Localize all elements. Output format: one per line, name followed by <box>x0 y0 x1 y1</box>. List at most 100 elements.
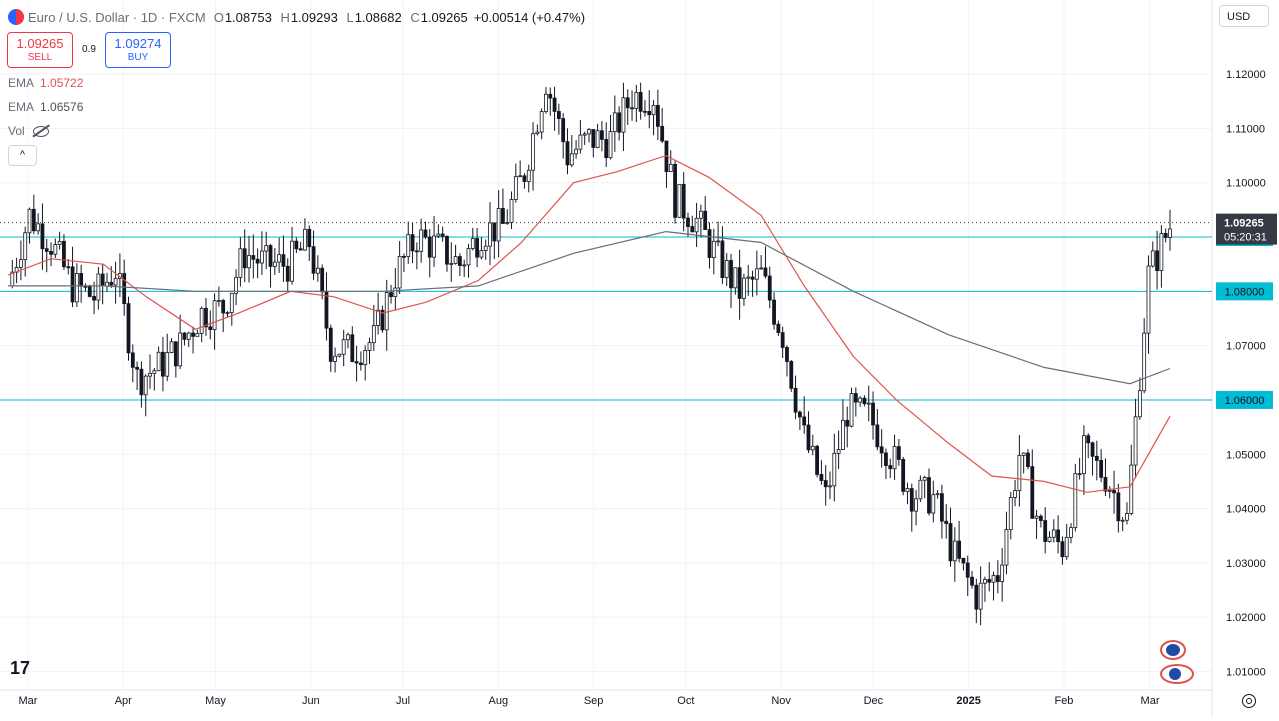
candle-body <box>711 240 716 259</box>
candle-body <box>1090 442 1095 457</box>
candle-body <box>823 480 828 488</box>
candle-body <box>1034 515 1039 519</box>
candle-body <box>1056 529 1061 543</box>
candle-body <box>221 300 226 314</box>
candle-body <box>70 266 75 303</box>
candle-body <box>772 299 776 325</box>
candle-body <box>961 557 966 564</box>
x-tick-label: Jun <box>302 695 320 707</box>
candle-body <box>74 273 79 303</box>
candle-body <box>729 260 733 289</box>
ema-fast-value: 1.05722 <box>40 76 84 90</box>
candle-body <box>582 133 587 136</box>
symbol-title[interactable]: Euro / U.S. Dollar · 1D · FXCM <box>28 9 206 25</box>
settings-gear-icon[interactable] <box>1242 694 1256 708</box>
candle-body <box>225 312 230 315</box>
candle-body <box>255 258 260 264</box>
candle-body <box>57 240 62 246</box>
candle-body <box>535 131 540 135</box>
candle-body <box>148 372 152 377</box>
level-price-label: 1.08000 <box>1225 286 1265 298</box>
candle-body <box>328 327 333 362</box>
x-tick-label: Jul <box>396 695 410 707</box>
candle-body <box>1021 452 1026 456</box>
candle-body <box>40 223 45 250</box>
candle-body <box>453 256 458 264</box>
candle-body <box>918 479 923 500</box>
candle-body <box>544 93 548 112</box>
volume-legend[interactable]: Vol <box>8 124 49 138</box>
candle-body <box>234 276 238 294</box>
currency-select[interactable]: USD <box>1219 5 1269 27</box>
candle-body <box>212 300 217 330</box>
y-tick-label: 1.07000 <box>1226 341 1266 353</box>
candle-body <box>1086 435 1091 444</box>
candle-body <box>122 273 127 305</box>
buy-button[interactable]: 1.09274 BUY <box>105 32 171 68</box>
change-value: +0.00514 (+0.47%) <box>473 9 586 25</box>
hidden-eye-icon[interactable] <box>32 126 49 138</box>
candle-body <box>436 233 441 237</box>
candle-body <box>272 261 277 267</box>
candle-body <box>307 228 312 248</box>
candle-body <box>531 133 535 171</box>
low-label: L <box>346 9 354 25</box>
candle-body <box>651 104 656 116</box>
y-tick-label: 1.02000 <box>1226 612 1266 624</box>
candle-body <box>501 208 505 224</box>
candle-body <box>406 234 411 257</box>
candle-body <box>354 361 359 364</box>
candle-body <box>905 488 910 492</box>
tradingview-logo-icon[interactable]: 17 <box>10 658 31 678</box>
y-tick-label: 1.03000 <box>1226 558 1266 570</box>
candle-body <box>548 93 553 99</box>
candle-body <box>483 245 488 251</box>
candle-body <box>815 445 819 475</box>
candle-body <box>832 452 837 487</box>
candle-body <box>49 251 53 255</box>
candle-body <box>690 226 695 233</box>
candle-body <box>457 256 462 266</box>
candle-body <box>96 273 101 301</box>
candle-body <box>1004 529 1009 566</box>
candle-body <box>703 210 708 231</box>
sell-button[interactable]: 1.09265 SELL <box>7 32 73 68</box>
candle-body <box>130 352 135 368</box>
candle-body <box>595 130 600 148</box>
candle-body <box>337 353 342 357</box>
candle-body <box>1107 489 1112 492</box>
ema-slow-legend[interactable]: EMA 1.06576 <box>8 100 83 114</box>
y-tick-label: 1.05000 <box>1226 449 1266 461</box>
candle-body <box>199 307 204 334</box>
candle-body <box>290 240 294 282</box>
last-price-label: 1.09265 <box>1224 218 1264 230</box>
candle-body <box>767 275 772 301</box>
candle-body <box>935 493 940 496</box>
candle-body <box>681 183 686 219</box>
candle-body <box>518 175 523 178</box>
candle-body <box>750 276 755 280</box>
candle-body <box>561 118 566 143</box>
candle-body <box>617 112 622 133</box>
sell-label: SELL <box>27 52 53 63</box>
x-tick-label: May <box>205 695 226 707</box>
y-tick-label: 1.10000 <box>1226 178 1266 190</box>
candle-body <box>397 256 402 289</box>
ema-fast-legend[interactable]: EMA 1.05722 <box>8 76 83 90</box>
candle-body <box>92 296 96 301</box>
sell-price: 1.09265 <box>16 36 64 51</box>
candle-body <box>655 104 660 127</box>
candle-body <box>66 266 71 269</box>
candle-body <box>285 265 290 282</box>
collapse-legend-button[interactable]: ^ <box>8 145 37 166</box>
candle-body <box>143 375 148 396</box>
candle-body <box>845 419 850 427</box>
candle-body <box>281 254 286 267</box>
candle-body <box>367 342 372 351</box>
candle-body <box>634 91 639 109</box>
candle-body <box>922 477 927 481</box>
buy-price: 1.09274 <box>114 36 162 51</box>
candle-body <box>879 446 884 454</box>
